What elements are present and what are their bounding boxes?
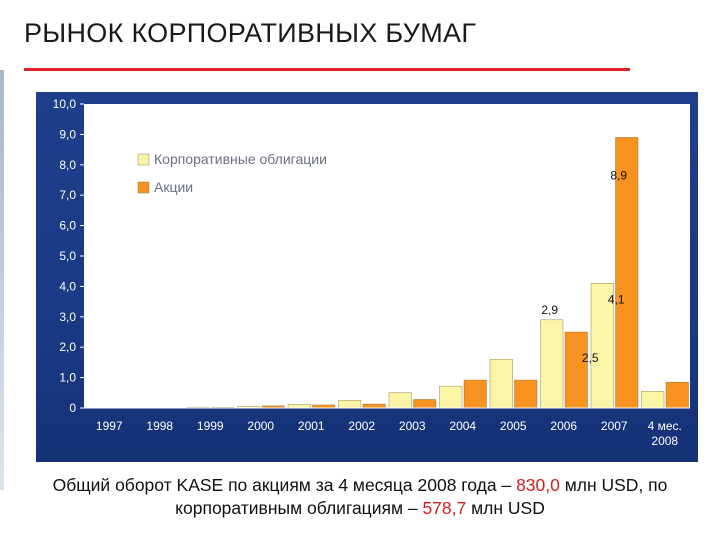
y-tick-label: 0: [69, 401, 76, 415]
bar-bonds: [287, 404, 311, 409]
data-label: 4,1: [608, 292, 625, 306]
bar-chart: 0 1,0 2,0 3,0 4,0 5,0 6,0 7,0 8,0 9,0 10,0 Оборот, …: [53, 97, 690, 448]
y-tick-label: 10,0: [53, 97, 77, 111]
x-tick-label: 2004: [449, 419, 476, 433]
x-tick-label: 4 мес.: [648, 419, 682, 433]
x-tick-label: 2008: [651, 434, 678, 448]
bar-shares: [514, 379, 538, 409]
y-tick-label: 9,0: [59, 127, 76, 141]
caption-value-shares: 830,0: [516, 475, 560, 495]
bar-shares: [362, 403, 386, 409]
x-tick-label: 2000: [247, 419, 274, 433]
bar-shares: [463, 379, 487, 409]
y-axis-title: Оборот, млрд USD: [87, 127, 101, 231]
bar-bonds: [641, 391, 665, 409]
x-tick-label: 2006: [550, 419, 577, 433]
x-tick-label: 1998: [146, 419, 173, 433]
summary-caption: Общий оборот KASE по акциям за 4 месяца …: [0, 474, 720, 520]
bar-bonds: [540, 319, 564, 409]
caption-text-3: млн USD: [466, 498, 545, 518]
x-tick-label: 1999: [197, 419, 224, 433]
x-tick-label: 2007: [601, 419, 628, 433]
bar-bonds: [388, 392, 412, 409]
y-tick-label: 7,0: [59, 188, 76, 202]
title-underline: [24, 68, 630, 71]
caption-text-1: Общий оборот KASE по акциям за 4 месяца …: [52, 475, 517, 495]
x-tick-label: 2002: [348, 419, 375, 433]
plot-area: [84, 104, 690, 408]
y-tick-label: 8,0: [59, 158, 76, 172]
left-accent-bar: [0, 70, 4, 490]
y-tick-label: 1,0: [59, 371, 76, 385]
y-tick-label: 4,0: [59, 279, 76, 293]
data-label: 2,5: [582, 351, 599, 365]
legend-label-shares: Акции: [154, 179, 193, 195]
y-tick-label: 5,0: [59, 249, 76, 263]
bar-bonds: [489, 359, 513, 409]
x-tick-label: 2003: [399, 419, 426, 433]
legend-swatch-bonds: [137, 153, 150, 166]
caption-value-bonds: 578,7: [422, 498, 467, 518]
data-label: 2,9: [541, 303, 558, 317]
bar-shares: [413, 399, 437, 409]
caption-text-2: млн USD, по корпоративным облигациям –: [175, 475, 668, 518]
y-tick-label: 6,0: [59, 219, 76, 233]
x-tick-label: 2005: [500, 419, 527, 433]
bar-bonds: [439, 385, 463, 409]
bar-shares: [665, 381, 689, 409]
data-label: 8,9: [610, 168, 627, 182]
x-tick-label: 2001: [298, 419, 325, 433]
bar-shares: [564, 331, 588, 409]
y-tick-label: 2,0: [59, 340, 76, 354]
chart-panel: 0 1,0 2,0 3,0 4,0 5,0 6,0 7,0 8,0 9,0 10,0 Оборот, …: [36, 92, 698, 462]
legend-label-bonds: Корпоративные облигации: [154, 151, 327, 167]
x-tick-label: 1997: [96, 419, 123, 433]
page-title: РЫНОК КОРПОРАТИВНЫХ БУМАГ: [24, 18, 477, 48]
legend-swatch-shares: [137, 181, 150, 194]
bar-bonds: [338, 400, 362, 409]
y-tick-label: 3,0: [59, 310, 76, 324]
